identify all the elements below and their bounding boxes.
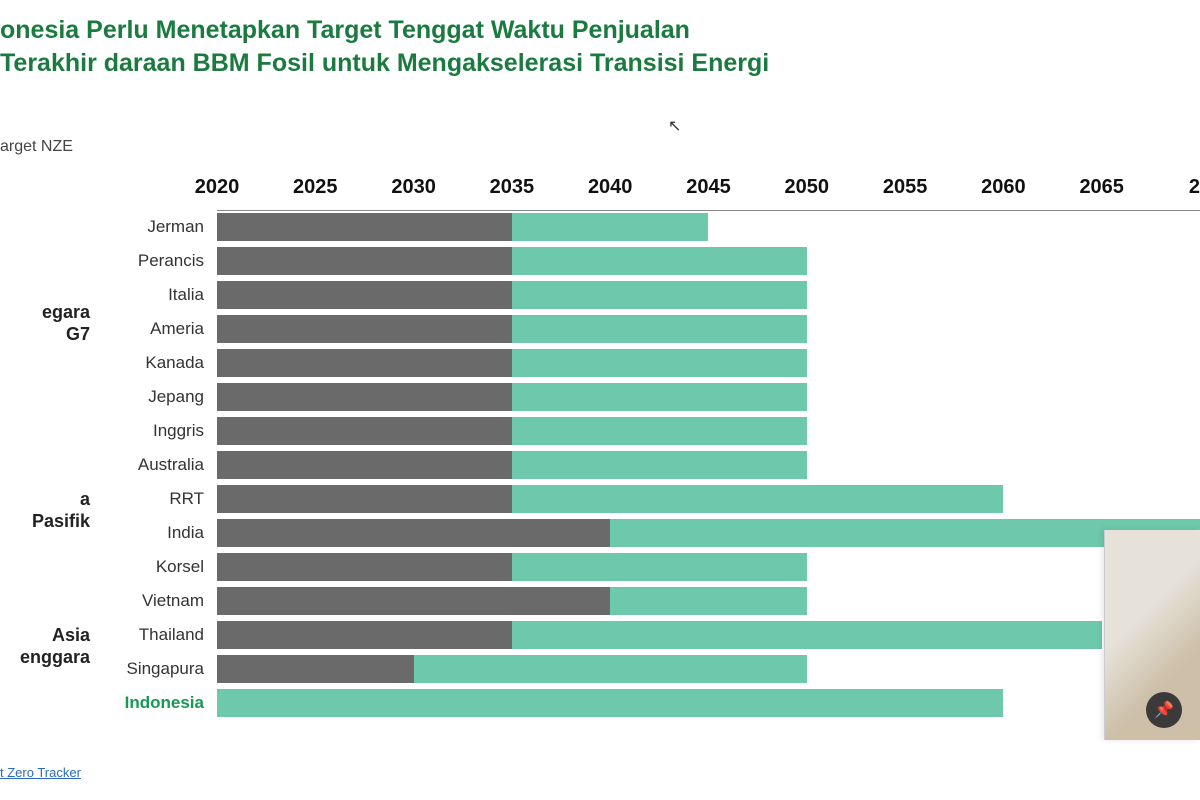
- table-row: Italia: [0, 278, 1200, 312]
- row-label: Inggris: [0, 414, 210, 448]
- chart-subtitle: arget NZE: [0, 138, 73, 156]
- x-axis-tick: 2035: [490, 176, 535, 199]
- row-track: [217, 552, 1200, 582]
- row-label: Vietnam: [0, 584, 210, 618]
- table-row: Inggris: [0, 414, 1200, 448]
- table-row: RRT: [0, 482, 1200, 516]
- chart-rows: JermanPerancisItaliaAmeriaKanadaJepangIn…: [0, 210, 1200, 720]
- x-axis-tick: 2050: [785, 176, 830, 199]
- group-label: egaraG7: [0, 302, 90, 345]
- row-track: [217, 654, 1200, 684]
- bar-segment: [414, 654, 807, 684]
- group-label: aPasifik: [0, 489, 90, 532]
- row-track: [217, 212, 1200, 242]
- row-track: [217, 246, 1200, 276]
- bar-segment: [512, 246, 807, 276]
- source-link[interactable]: t Zero Tracker: [0, 765, 81, 780]
- pin-button[interactable]: 📌: [1146, 692, 1182, 728]
- bar-segment: [512, 450, 807, 480]
- bar-segment: [512, 620, 1102, 650]
- row-label: Jepang: [0, 380, 210, 414]
- bar-segment: [217, 688, 1003, 718]
- slide: onesia Perlu Menetapkan Target Tenggat W…: [0, 0, 1200, 800]
- row-label: Korsel: [0, 550, 210, 584]
- table-row: Kanada: [0, 346, 1200, 380]
- slide-title: onesia Perlu Menetapkan Target Tenggat W…: [0, 14, 780, 79]
- bar-segment: [217, 314, 512, 344]
- row-track: [217, 416, 1200, 446]
- table-row: India: [0, 516, 1200, 550]
- table-row: Singapura: [0, 652, 1200, 686]
- bar-segment: [217, 450, 512, 480]
- bar-segment: [512, 416, 807, 446]
- bar-segment: [217, 620, 512, 650]
- row-track: [217, 586, 1200, 616]
- row-label: Australia: [0, 448, 210, 482]
- bar-segment: [217, 484, 512, 514]
- row-label: Kanada: [0, 346, 210, 380]
- row-label: Indonesia: [0, 686, 210, 720]
- bar-segment: [217, 518, 610, 548]
- bar-segment: [217, 586, 610, 616]
- table-row: Indonesia: [0, 686, 1200, 720]
- x-axis: 2020202520302035204020452050205520602065…: [217, 170, 1200, 211]
- row-track: [217, 484, 1200, 514]
- x-axis-tick: 2055: [883, 176, 928, 199]
- bar-segment: [512, 348, 807, 378]
- bar-segment: [217, 348, 512, 378]
- bar-segment: [217, 212, 512, 242]
- bar-segment: [610, 586, 807, 616]
- row-label: Perancis: [0, 244, 210, 278]
- row-track: [217, 518, 1200, 548]
- row-track: [217, 382, 1200, 412]
- table-row: Jerman: [0, 210, 1200, 244]
- bar-segment: [217, 280, 512, 310]
- table-row: Thailand: [0, 618, 1200, 652]
- row-track: [217, 280, 1200, 310]
- bar-segment: [217, 382, 512, 412]
- table-row: Jepang: [0, 380, 1200, 414]
- row-label: Jerman: [0, 210, 210, 244]
- table-row: Perancis: [0, 244, 1200, 278]
- bar-segment: [217, 416, 512, 446]
- x-axis-tick: 2025: [293, 176, 338, 199]
- bar-segment: [512, 314, 807, 344]
- x-axis-tick: 2045: [686, 176, 731, 199]
- bar-segment: [512, 280, 807, 310]
- bar-segment: [512, 382, 807, 412]
- table-row: Korsel: [0, 550, 1200, 584]
- row-track: [217, 314, 1200, 344]
- bar-segment: [217, 552, 512, 582]
- bar-segment: [512, 552, 807, 582]
- timeline-chart: 2020 2025 2030 2035 2040 2045 2050 2055 2060 2065…: [0, 170, 1200, 730]
- table-row: Australia: [0, 448, 1200, 482]
- row-track: [217, 348, 1200, 378]
- row-track: [217, 688, 1200, 718]
- bar-segment: [217, 246, 512, 276]
- mouse-cursor-icon: ↖: [668, 116, 681, 136]
- group-label: Asiaenggara: [0, 625, 90, 668]
- x-axis-tick: 2060: [981, 176, 1026, 199]
- x-axis-tick: 2030: [391, 176, 436, 199]
- pin-icon: 📌: [1154, 700, 1174, 720]
- bar-segment: [217, 654, 414, 684]
- table-row: Vietnam: [0, 584, 1200, 618]
- x-axis-tick: 2040: [588, 176, 633, 199]
- bar-segment: [512, 484, 1004, 514]
- row-track: [217, 620, 1200, 650]
- x-axis-tick: 2065: [1079, 176, 1124, 199]
- x-axis-tick: 20: [1189, 176, 1200, 199]
- table-row: Ameria: [0, 312, 1200, 346]
- bar-segment: [512, 212, 709, 242]
- row-track: [217, 450, 1200, 480]
- x-axis-tick: 2020: [195, 176, 240, 199]
